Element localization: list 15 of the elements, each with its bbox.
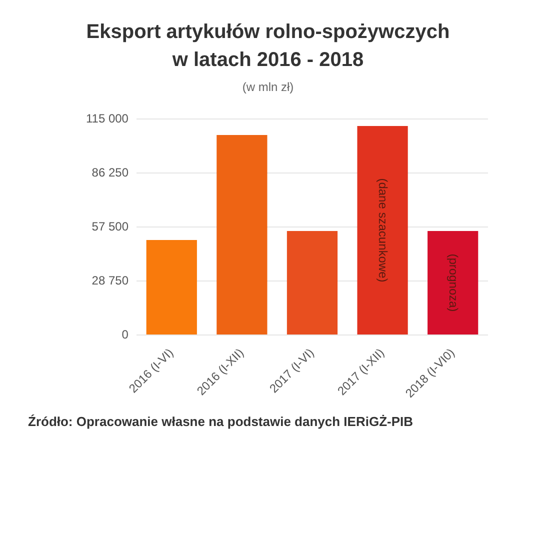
chart-title: Eksport artykułów rolno-spożywczych w latach 2016 - 2018: [85, 20, 451, 73]
y-tick-label: 28 750: [92, 273, 129, 288]
chart-subtitle: (w mln zł): [241, 80, 295, 94]
text: Źródło: Opracowanie własne na podstawie danych IERiGŻ-PIB: [28, 414, 414, 429]
bar: [428, 231, 478, 335]
annotation: (dane szacunkowe): [376, 178, 390, 282]
y-tick-label: 0: [122, 327, 129, 342]
bar: [216, 134, 268, 335]
annotation: (prognoza): [446, 254, 461, 312]
bar: [146, 240, 197, 335]
bar: [357, 126, 408, 335]
bar: [286, 231, 338, 335]
y-tick-label: 86 250: [92, 165, 129, 180]
y-tick-label: 115 000: [86, 112, 129, 126]
y-tick-label: 57 500: [92, 219, 129, 234]
